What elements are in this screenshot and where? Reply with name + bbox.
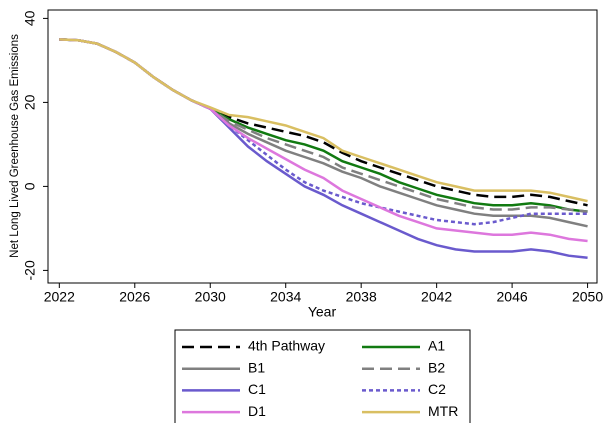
x-tick-label: 2050 xyxy=(572,289,603,305)
legend-label: B2 xyxy=(428,359,445,375)
y-axis-title: Net Long Lived Greenhouse Gas Emissions xyxy=(9,34,21,258)
x-tick-label: 2042 xyxy=(421,289,452,305)
legend-label: C1 xyxy=(248,381,266,397)
x-tick-label: 2030 xyxy=(195,289,226,305)
series-line xyxy=(59,38,588,226)
legend-label: D1 xyxy=(248,403,266,419)
x-tick-label: 2022 xyxy=(44,289,75,305)
y-tick-label: -20 xyxy=(22,260,38,280)
x-tick-label: 2026 xyxy=(119,289,150,305)
legend-box xyxy=(174,329,471,423)
series-line xyxy=(59,38,588,260)
x-tick-label: 2034 xyxy=(270,289,301,305)
y-tick-label: 40 xyxy=(22,10,38,26)
legend-label: C2 xyxy=(428,381,446,397)
legend-label: B1 xyxy=(248,359,265,375)
plot-frame xyxy=(47,9,598,284)
series-line xyxy=(59,38,588,228)
x-tick-label: 2046 xyxy=(497,289,528,305)
legend-label: MTR xyxy=(428,403,458,419)
y-tick-label: 20 xyxy=(22,94,38,110)
series-line xyxy=(59,38,588,203)
legend-label: A1 xyxy=(428,338,445,354)
series-line xyxy=(59,38,588,243)
y-tick-label: 0 xyxy=(22,182,38,190)
x-tick-label: 2038 xyxy=(346,289,377,305)
x-axis-title: Year xyxy=(308,304,337,320)
legend-label: 4th Pathway xyxy=(248,338,325,354)
